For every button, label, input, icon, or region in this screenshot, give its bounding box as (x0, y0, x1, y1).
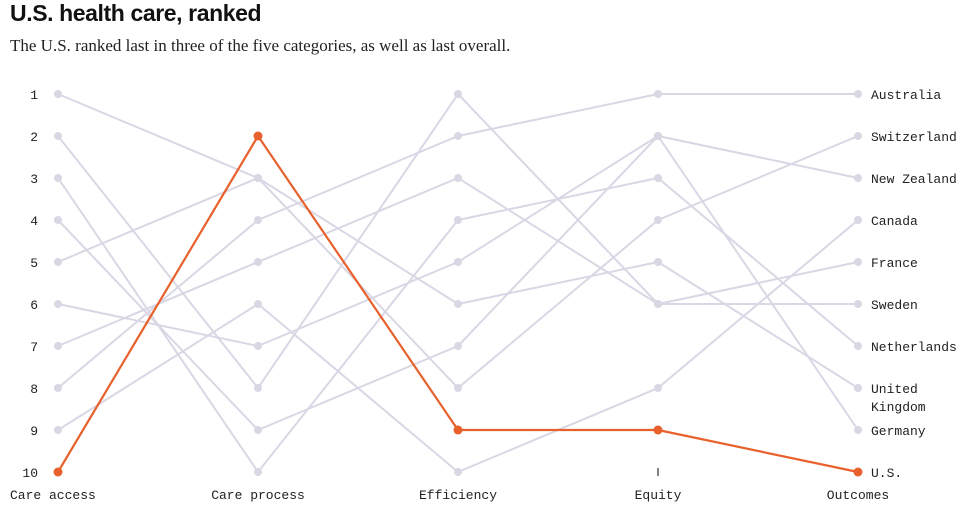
y-tick-label-9: 9 (30, 424, 38, 439)
series-point-switzerland-efficiency (454, 384, 462, 392)
series-label-netherlands: Netherlands (871, 340, 957, 355)
series-point-united-kingdom-outcomes (854, 384, 862, 392)
series-point-netherlands-care-access (54, 174, 62, 182)
series-point-australia-outcomes (854, 90, 862, 98)
series-point-canada-care-access (54, 426, 62, 434)
series-point-canada-equity (654, 384, 662, 392)
series-point-germany-equity (654, 132, 662, 140)
series-point-canada-efficiency (454, 468, 462, 476)
x-axis-label-equity: Equity (635, 488, 682, 503)
y-tick-label-3: 3 (30, 172, 38, 187)
series-point-united-kingdom-equity (654, 258, 662, 266)
series-label-canada: Canada (871, 214, 918, 229)
series-point-germany-efficiency (454, 258, 462, 266)
series-point-united-kingdom-efficiency (454, 300, 462, 308)
series-label-france: France (871, 256, 918, 271)
series-point-france-care-access (54, 132, 62, 140)
series-point-united-kingdom-care-access (54, 90, 62, 98)
series-point-germany-outcomes (854, 426, 862, 434)
chart-title: U.S. health care, ranked (10, 0, 262, 26)
series-point-australia-efficiency (454, 132, 462, 140)
series-point-sweden-care-process (254, 258, 262, 266)
series-points (53, 90, 863, 477)
series-point-u-s-outcomes (853, 467, 863, 477)
series-point-netherlands-efficiency (454, 216, 462, 224)
y-tick-label-8: 8 (30, 382, 38, 397)
series-point-new-zealand-care-process (254, 426, 262, 434)
x-axis-label-care-process: Care process (211, 488, 305, 503)
x-axis-label-care-access: Care access (10, 488, 96, 503)
series-point-australia-care-process (254, 216, 262, 224)
series-point-u-s-equity (653, 425, 663, 435)
series-labels: Australia Switzerland New Zealand Canada Fra… (871, 88, 957, 481)
y-tick-label-4: 4 (30, 214, 38, 229)
series-label-u-s: U.S. (871, 466, 902, 481)
series-point-u-s-care-access (53, 467, 63, 477)
series-point-u-s-efficiency (453, 425, 463, 435)
y-tick-label-1: 1 (30, 88, 38, 103)
series-label-australia: Australia (871, 88, 941, 103)
series-point-canada-care-process (254, 300, 262, 308)
x-axis-label-efficiency: Efficiency (419, 488, 497, 503)
y-tick-label-5: 5 (30, 256, 38, 271)
series-point-australia-care-access (54, 384, 62, 392)
series-point-switzerland-care-access (54, 258, 62, 266)
series-point-new-zealand-outcomes (854, 174, 862, 182)
series-point-netherlands-equity (654, 174, 662, 182)
series-label-united-kingdom: United Kingdom (871, 382, 926, 415)
series-point-sweden-efficiency (454, 174, 462, 182)
series-point-france-care-process (254, 384, 262, 392)
x-axis-labels: Care access Care process Efficiency Equity O… (10, 468, 889, 503)
series-point-united-kingdom-care-process (254, 174, 262, 182)
series-point-switzerland-equity (654, 216, 662, 224)
series-point-germany-care-process (254, 342, 262, 350)
series-point-switzerland-outcomes (854, 132, 862, 140)
series-point-france-outcomes (854, 258, 862, 266)
series-label-germany: Germany (871, 424, 926, 439)
chart-subtitle: The U.S. ranked last in three of the fiv… (10, 36, 511, 55)
series-point-australia-equity (654, 90, 662, 98)
series-lines (57, 93, 859, 474)
series-point-france-efficiency (454, 90, 462, 98)
y-tick-label-10: 10 (22, 466, 38, 481)
series-point-canada-outcomes (854, 216, 862, 224)
series-point-new-zealand-care-access (54, 216, 62, 224)
series-label-switzerland: Switzerland (871, 130, 957, 145)
series-point-sweden-outcomes (854, 300, 862, 308)
series-point-netherlands-care-process (254, 468, 262, 476)
y-tick-label-6: 6 (30, 298, 38, 313)
series-label-new-zealand: New Zealand (871, 172, 957, 187)
y-tick-label-7: 7 (30, 340, 38, 355)
y-axis-ticks: 1 2 3 4 5 6 7 8 9 10 (22, 88, 38, 481)
series-label-sweden: Sweden (871, 298, 918, 313)
series-point-new-zealand-efficiency (454, 342, 462, 350)
y-tick-label-2: 2 (30, 130, 38, 145)
series-point-u-s-care-process (253, 131, 263, 141)
series-point-netherlands-outcomes (854, 342, 862, 350)
series-point-sweden-care-access (54, 342, 62, 350)
series-point-sweden-equity (654, 300, 662, 308)
x-axis-label-outcomes: Outcomes (827, 488, 889, 503)
series-point-germany-care-access (54, 300, 62, 308)
